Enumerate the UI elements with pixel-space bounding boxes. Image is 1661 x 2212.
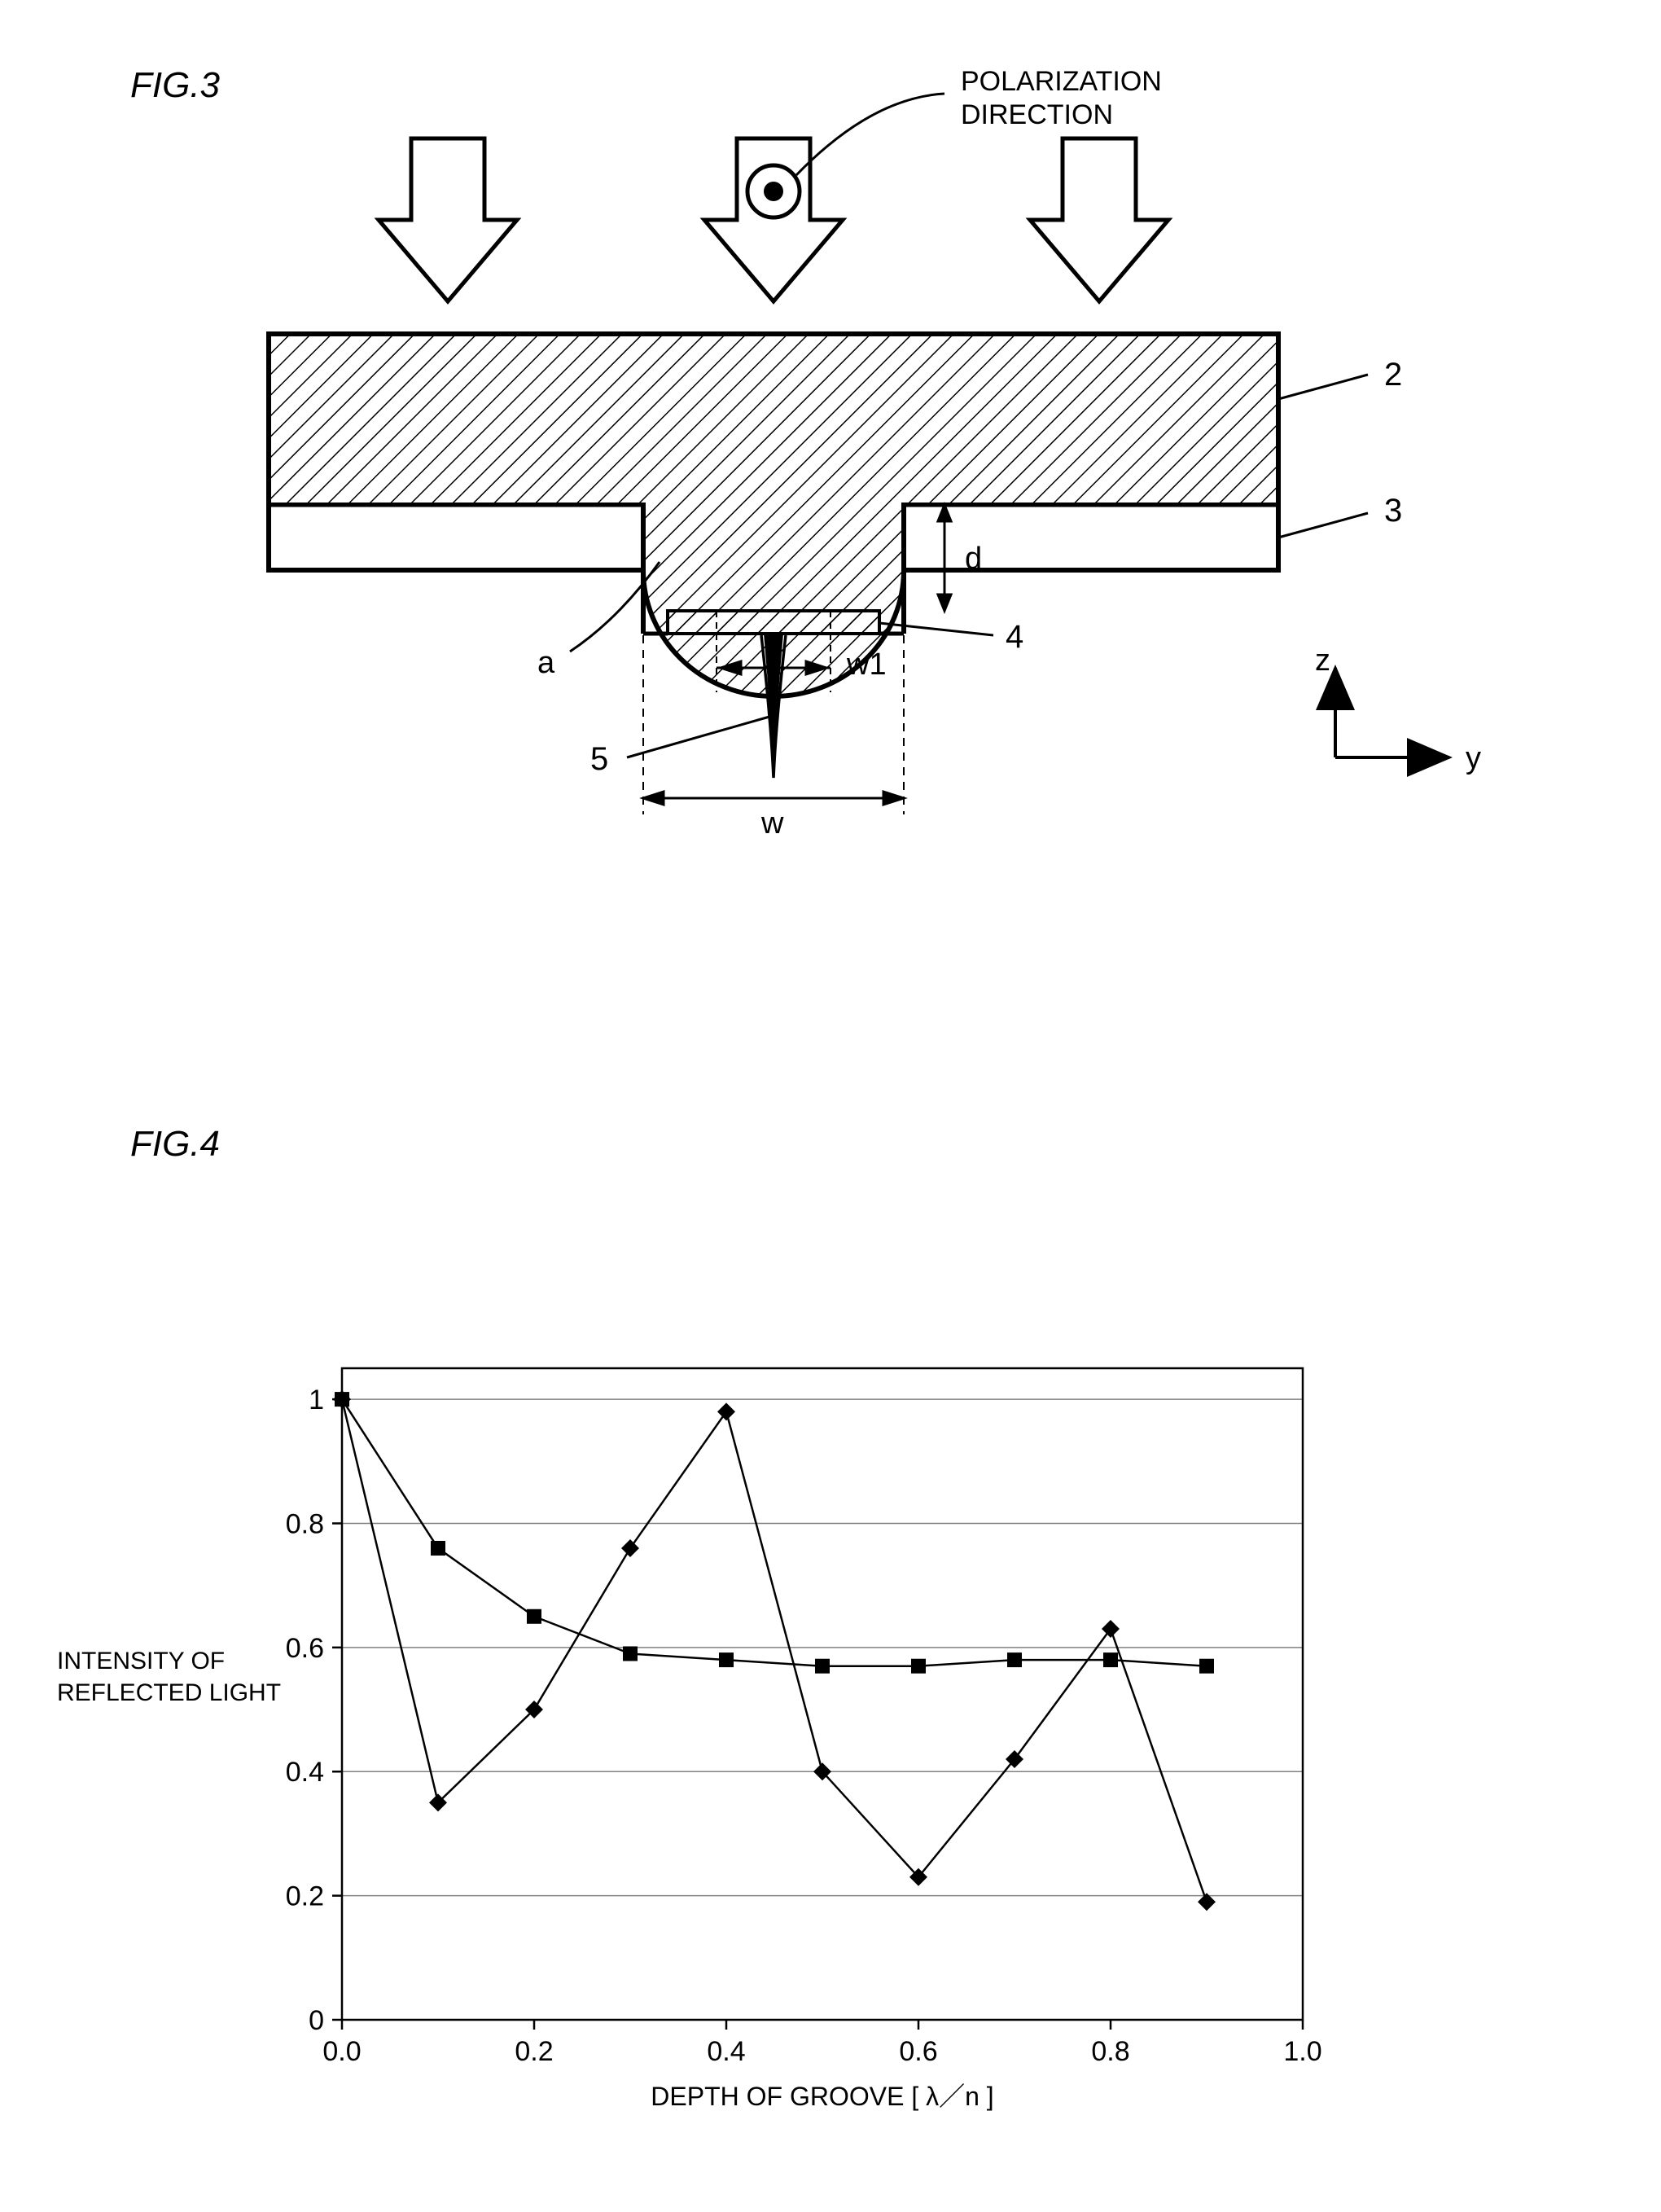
fig3-refa: a bbox=[537, 646, 554, 681]
fig3-ref5: 5 bbox=[590, 741, 608, 778]
fig4-chart: 0.0 0.2 0.4 0.6 0.8 1.0 0 0.2 0.4 0.6 0.8 1 DEPTH OF… bbox=[0, 1271, 1547, 2166]
svg-text:0.8: 0.8 bbox=[286, 1508, 324, 1539]
fig3-ref3: 3 bbox=[1384, 493, 1402, 529]
fig4-label: FIG.4 bbox=[130, 1124, 220, 1165]
svg-text:0.6: 0.6 bbox=[899, 2036, 937, 2067]
polarization-label: POLARIZATION DIRECTION bbox=[961, 65, 1162, 132]
fig4-ylabel: INTENSITY OF REFLECTED LIGHT bbox=[57, 1645, 281, 1709]
fig3-dim-w1: w1 bbox=[847, 647, 887, 682]
fig3-dim-w: w bbox=[761, 806, 783, 841]
svg-text:0.4: 0.4 bbox=[286, 1757, 324, 1788]
fig3-axis-z: z bbox=[1315, 643, 1330, 678]
svg-text:0.6: 0.6 bbox=[286, 1633, 324, 1664]
svg-text:0.2: 0.2 bbox=[286, 1881, 324, 1912]
svg-text:0.8: 0.8 bbox=[1091, 2036, 1129, 2067]
fig3-diagram bbox=[98, 49, 1563, 945]
fig3-ref2: 2 bbox=[1384, 357, 1402, 393]
fig3-ref4: 4 bbox=[1006, 619, 1023, 656]
fig3-axis-y: y bbox=[1466, 741, 1481, 776]
svg-text:0: 0 bbox=[309, 2005, 324, 2036]
svg-text:1.0: 1.0 bbox=[1283, 2036, 1321, 2067]
svg-text:0.4: 0.4 bbox=[707, 2036, 745, 2067]
svg-text:0.2: 0.2 bbox=[515, 2036, 553, 2067]
svg-text:DEPTH OF GROOVE [ λ／n ]: DEPTH OF GROOVE [ λ／n ] bbox=[651, 2082, 993, 2111]
polarization-indicator bbox=[747, 165, 800, 217]
svg-text:1: 1 bbox=[309, 1385, 324, 1415]
fig3-dim-d: d bbox=[965, 542, 982, 577]
svg-text:0.0: 0.0 bbox=[322, 2036, 361, 2067]
